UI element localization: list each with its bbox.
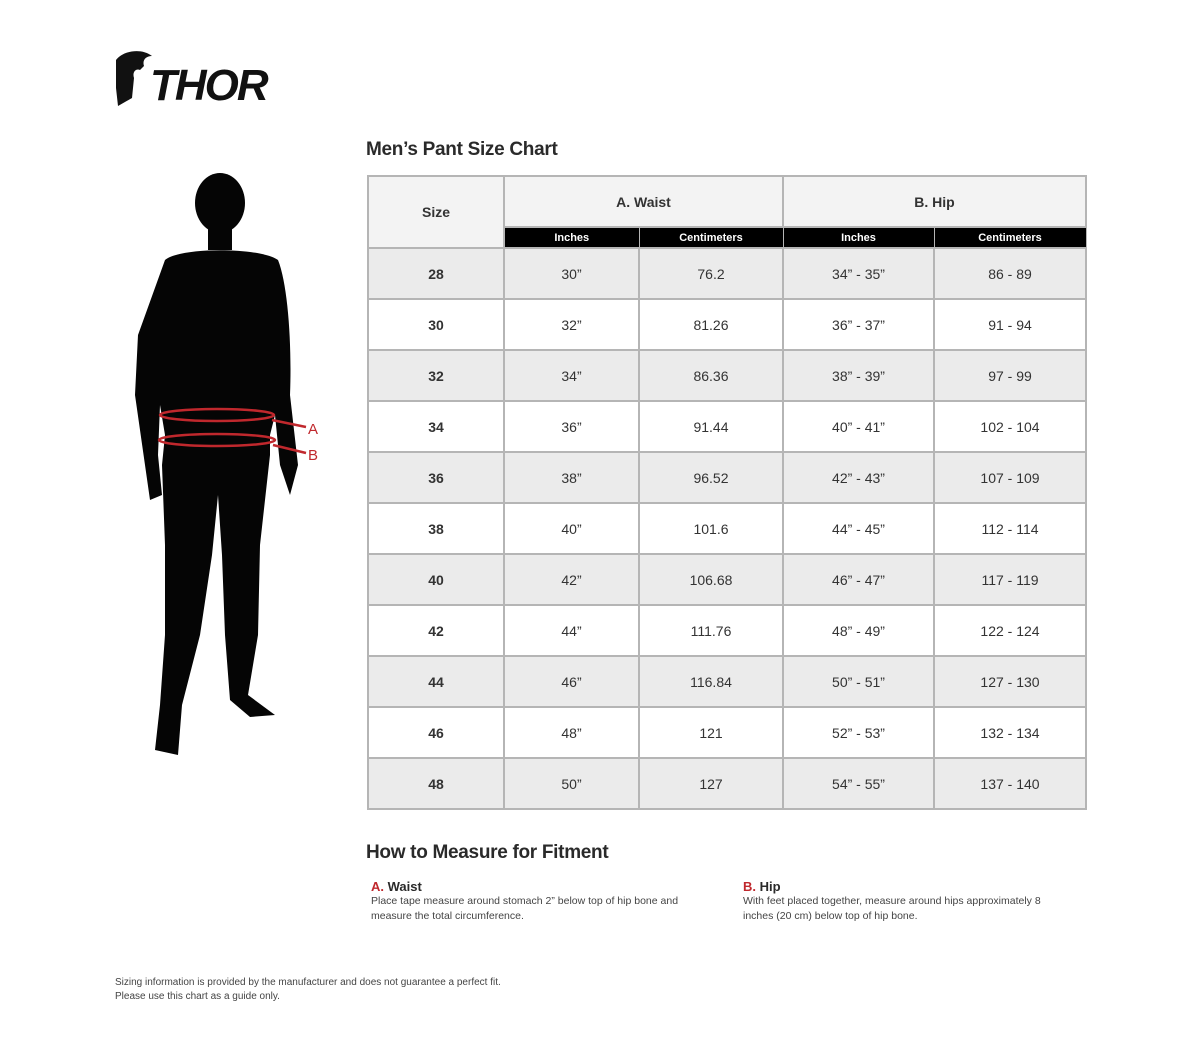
size-cell: 28 [367,247,505,300]
sub-header: Inches [503,227,640,249]
value-cell: 40” [503,502,640,555]
value-cell: 44” [503,604,640,657]
sub-header: Centimeters [933,227,1087,249]
table-row: 32 34” 86.36 38” - 39” 97 - 99 [367,349,1088,402]
body-silhouette: A B [135,173,318,755]
waist-measure-line [158,407,276,423]
disclaimer-line: Please use this chart as a guide only. [115,991,280,1002]
size-cell: 30 [367,298,505,351]
table-row: 38 40” 101.6 44” - 45” 112 - 114 [367,502,1088,555]
value-cell: 101.6 [638,502,784,555]
size-table: Size A. Waist B. Hip Inches Centimeters … [367,175,1088,810]
hip-letter: B. [743,879,756,894]
value-cell: 132 - 134 [932,706,1088,759]
thor-logo: THOR [116,51,271,108]
hip-measure-line [157,432,277,448]
size-cell: 34 [367,400,505,453]
size-cell: 42 [367,604,505,657]
size-cell: 36 [367,451,505,504]
waist-header: A. Waist [503,175,784,228]
value-cell: 36” - 37” [782,298,935,351]
value-cell: 106.68 [638,553,784,606]
value-cell: 112 - 114 [932,502,1088,555]
value-cell: 127 [638,757,784,810]
value-cell: 102 - 104 [932,400,1088,453]
value-cell: 116.84 [638,655,784,708]
value-cell: 42” - 43” [782,451,935,504]
hip-label: Hip [759,879,781,894]
value-cell: 46” [503,655,640,708]
value-cell: 122 - 124 [932,604,1088,657]
sub-header: Inches [782,227,935,249]
sub-header: Centimeters [638,227,784,249]
howto-title: How to Measure for Fitment [366,842,609,863]
value-cell: 76.2 [638,247,784,300]
table-row: 42 44” 111.76 48” - 49” 122 - 124 [367,604,1088,657]
table-row: 34 36” 91.44 40” - 41” 102 - 104 [367,400,1088,453]
value-cell: 48” [503,706,640,759]
value-cell: 38” [503,451,640,504]
size-cell: 40 [367,553,505,606]
value-cell: 30” [503,247,640,300]
page-title: Men’s Pant Size Chart [366,139,558,160]
size-header: Size [367,175,505,249]
value-cell: 107 - 109 [932,451,1088,504]
value-cell: 54” - 55” [782,757,935,810]
value-cell: 86 - 89 [932,247,1088,300]
size-cell: 38 [367,502,505,555]
value-cell: 38” - 39” [782,349,935,402]
table-row: 36 38” 96.52 42” - 43” 107 - 109 [367,451,1088,504]
waist-letter: A. [371,879,384,894]
value-cell: 137 - 140 [932,757,1088,810]
value-cell: 127 - 130 [932,655,1088,708]
table-row: 30 32” 81.26 36” - 37” 91 - 94 [367,298,1088,351]
waist-note: A. Waist Place tape measure around stoma… [371,879,711,924]
value-cell: 52” - 53” [782,706,935,759]
value-cell: 34” - 35” [782,247,935,300]
size-cell: 32 [367,349,505,402]
disclaimer-line: Sizing information is provided by the ma… [115,977,501,988]
hip-header: B. Hip [781,175,1088,228]
value-cell: 97 - 99 [932,349,1088,402]
label-b: B [308,447,318,464]
value-cell: 111.76 [638,604,784,657]
size-cell: 46 [367,706,505,759]
value-cell: 42” [503,553,640,606]
value-cell: 32” [503,298,640,351]
value-cell: 50” [503,757,640,810]
label-a: A [308,421,318,438]
value-cell: 46” - 47” [782,553,935,606]
table-row: 48 50” 127 54” - 55” 137 - 140 [367,757,1088,810]
disclaimer: Sizing information is provided by the ma… [115,976,501,1004]
value-cell: 50” - 51” [782,655,935,708]
value-cell: 34” [503,349,640,402]
value-cell: 96.52 [638,451,784,504]
value-cell: 44” - 45” [782,502,935,555]
value-cell: 91.44 [638,400,784,453]
table-row: 46 48” 121 52” - 53” 132 - 134 [367,706,1088,759]
hip-note: B. Hip With feet placed together, measur… [743,879,1073,924]
table-row: 28 30” 76.2 34” - 35” 86 - 89 [367,247,1088,300]
value-cell: 81.26 [638,298,784,351]
value-cell: 48” - 49” [782,604,935,657]
waist-label: Waist [387,879,422,894]
value-cell: 40” - 41” [782,400,935,453]
value-cell: 121 [638,706,784,759]
value-cell: 36” [503,400,640,453]
value-cell: 91 - 94 [932,298,1088,351]
svg-text:THOR: THOR [150,61,269,108]
waist-text: Place tape measure around stomach 2” bel… [371,895,679,922]
hip-text: With feet placed together, measure aroun… [743,895,1041,922]
table-row: 44 46” 116.84 50” - 51” 127 - 130 [367,655,1088,708]
table-row: 40 42” 106.68 46” - 47” 117 - 119 [367,553,1088,606]
value-cell: 117 - 119 [932,553,1088,606]
size-cell: 48 [367,757,505,810]
value-cell: 86.36 [638,349,784,402]
size-cell: 44 [367,655,505,708]
